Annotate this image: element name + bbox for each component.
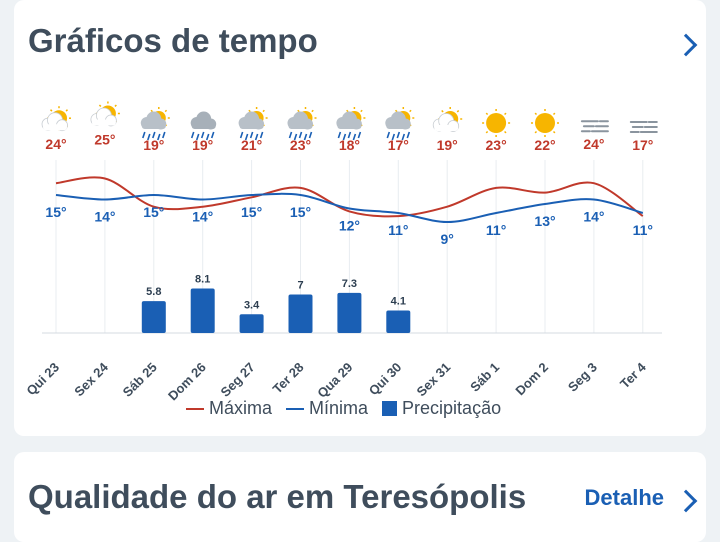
min-temp-label: 9°: [441, 231, 454, 247]
min-temp-label: 11°: [486, 222, 506, 238]
precip-label: 5.8: [146, 286, 161, 298]
max-temp-label: 24°: [45, 136, 66, 152]
max-temp-label: 18°: [339, 137, 360, 153]
max-temp-line: [55, 176, 644, 218]
max-temp-label: 17°: [632, 137, 653, 153]
min-temp-label: 13°: [534, 213, 555, 229]
min-temp-label: 14°: [583, 209, 604, 225]
partly-sunny-icon: [432, 107, 463, 132]
max-temp-label: 19°: [143, 137, 164, 153]
detail-link[interactable]: Detalhe: [584, 485, 664, 510]
min-temp-label: 14°: [192, 209, 213, 225]
legend-precip: Precipitação: [382, 398, 501, 419]
precip-bar: [386, 310, 411, 333]
precip-bar: [141, 301, 166, 333]
day-label: Seg 27: [217, 360, 257, 400]
day-label: Dom 26: [165, 360, 209, 404]
partly-sunny-icon: [41, 106, 71, 132]
max-temp-label: 22°: [534, 137, 555, 153]
max-temp-label: 21°: [241, 137, 262, 153]
max-temp-label: 25°: [94, 132, 115, 148]
legend-precip-swatch: [382, 401, 398, 416]
day-label: Sex 24: [71, 359, 111, 399]
legend-max-label: Máxima: [209, 398, 273, 418]
legend-max-swatch: [186, 407, 204, 410]
day-label: Qua 29: [314, 360, 355, 401]
max-temp-label: 17°: [388, 137, 409, 153]
legend-max: Máxima: [186, 398, 272, 419]
max-temp-label: 23°: [486, 137, 507, 153]
weather-chart: 5.8 8.1 3.4 7 7.3 4.1 24° 15° Qui 23 25° 14° Sex 24…: [23, 101, 662, 404]
air-quality-title: Qualidade do ar em Teresópolis: [28, 478, 527, 515]
precip-label: 8.1: [195, 273, 210, 285]
legend-precip-label: Precipitação: [402, 398, 502, 418]
precip-label: 7.3: [342, 278, 357, 290]
precip-label: 4.1: [391, 295, 406, 307]
min-temp-label: 11°: [388, 222, 408, 238]
rain-sun-icon: [385, 107, 415, 141]
rain-sun-icon: [287, 107, 317, 141]
min-temp-label: 15°: [143, 204, 164, 220]
min-temp-label: 15°: [45, 204, 66, 220]
max-temp-label: 19°: [192, 137, 213, 153]
precip-bar: [288, 294, 313, 333]
day-label: Qui 23: [23, 360, 62, 399]
day-label: Sáb 25: [120, 360, 160, 400]
air-quality-card: Qualidade do ar em Teresópolis Detalhe: [14, 452, 706, 542]
fog-icon: [629, 121, 658, 133]
rain-cloud-icon: [190, 111, 217, 141]
rain-sun-icon: [140, 107, 170, 141]
sun-icon: [482, 109, 511, 137]
max-temp-label: 24°: [583, 136, 604, 152]
legend-min-label: Mínima: [309, 398, 369, 418]
min-temp-label: 12°: [339, 218, 360, 234]
day-label: Dom 2: [512, 360, 551, 399]
chart-legend: Máxima Mínima Precipitação: [186, 398, 515, 419]
rain-sun-icon: [336, 107, 366, 141]
legend-min: Mínima: [286, 398, 368, 419]
min-temp-line: [55, 192, 644, 224]
day-label: Ter 4: [617, 359, 649, 391]
max-temp-label: 23°: [290, 137, 311, 153]
day-label: Qui 30: [366, 360, 405, 399]
precip-bar: [190, 288, 215, 333]
weather-charts-card: Gráficos de tempo 5.8 8.1 3.4 7 7.3 4.1 24° 15°…: [14, 0, 706, 436]
day-label: Ter 28: [270, 360, 307, 397]
day-label: Seg 3: [565, 360, 600, 395]
min-temp-label: 11°: [633, 222, 653, 238]
sun-icon: [531, 109, 559, 137]
precip-bar: [337, 292, 362, 333]
min-temp-label: 14°: [94, 209, 115, 225]
min-temp-label: 15°: [290, 204, 311, 220]
precip-bar: [239, 314, 264, 333]
day-label: Sex 31: [414, 360, 454, 400]
max-temp-label: 19°: [437, 137, 458, 153]
chevron-right-icon[interactable]: [674, 489, 698, 513]
weather-charts-title: Gráficos de tempo: [28, 22, 318, 59]
fog-icon: [580, 120, 609, 133]
partly-sunny-icon: [90, 101, 120, 127]
min-temp-label: 15°: [241, 204, 262, 220]
rain-sun-icon: [238, 107, 268, 141]
day-label: Sáb 1: [467, 360, 502, 395]
precip-label: 3.4: [244, 299, 260, 311]
precip-label: 7: [297, 280, 303, 292]
legend-min-swatch: [286, 407, 305, 410]
